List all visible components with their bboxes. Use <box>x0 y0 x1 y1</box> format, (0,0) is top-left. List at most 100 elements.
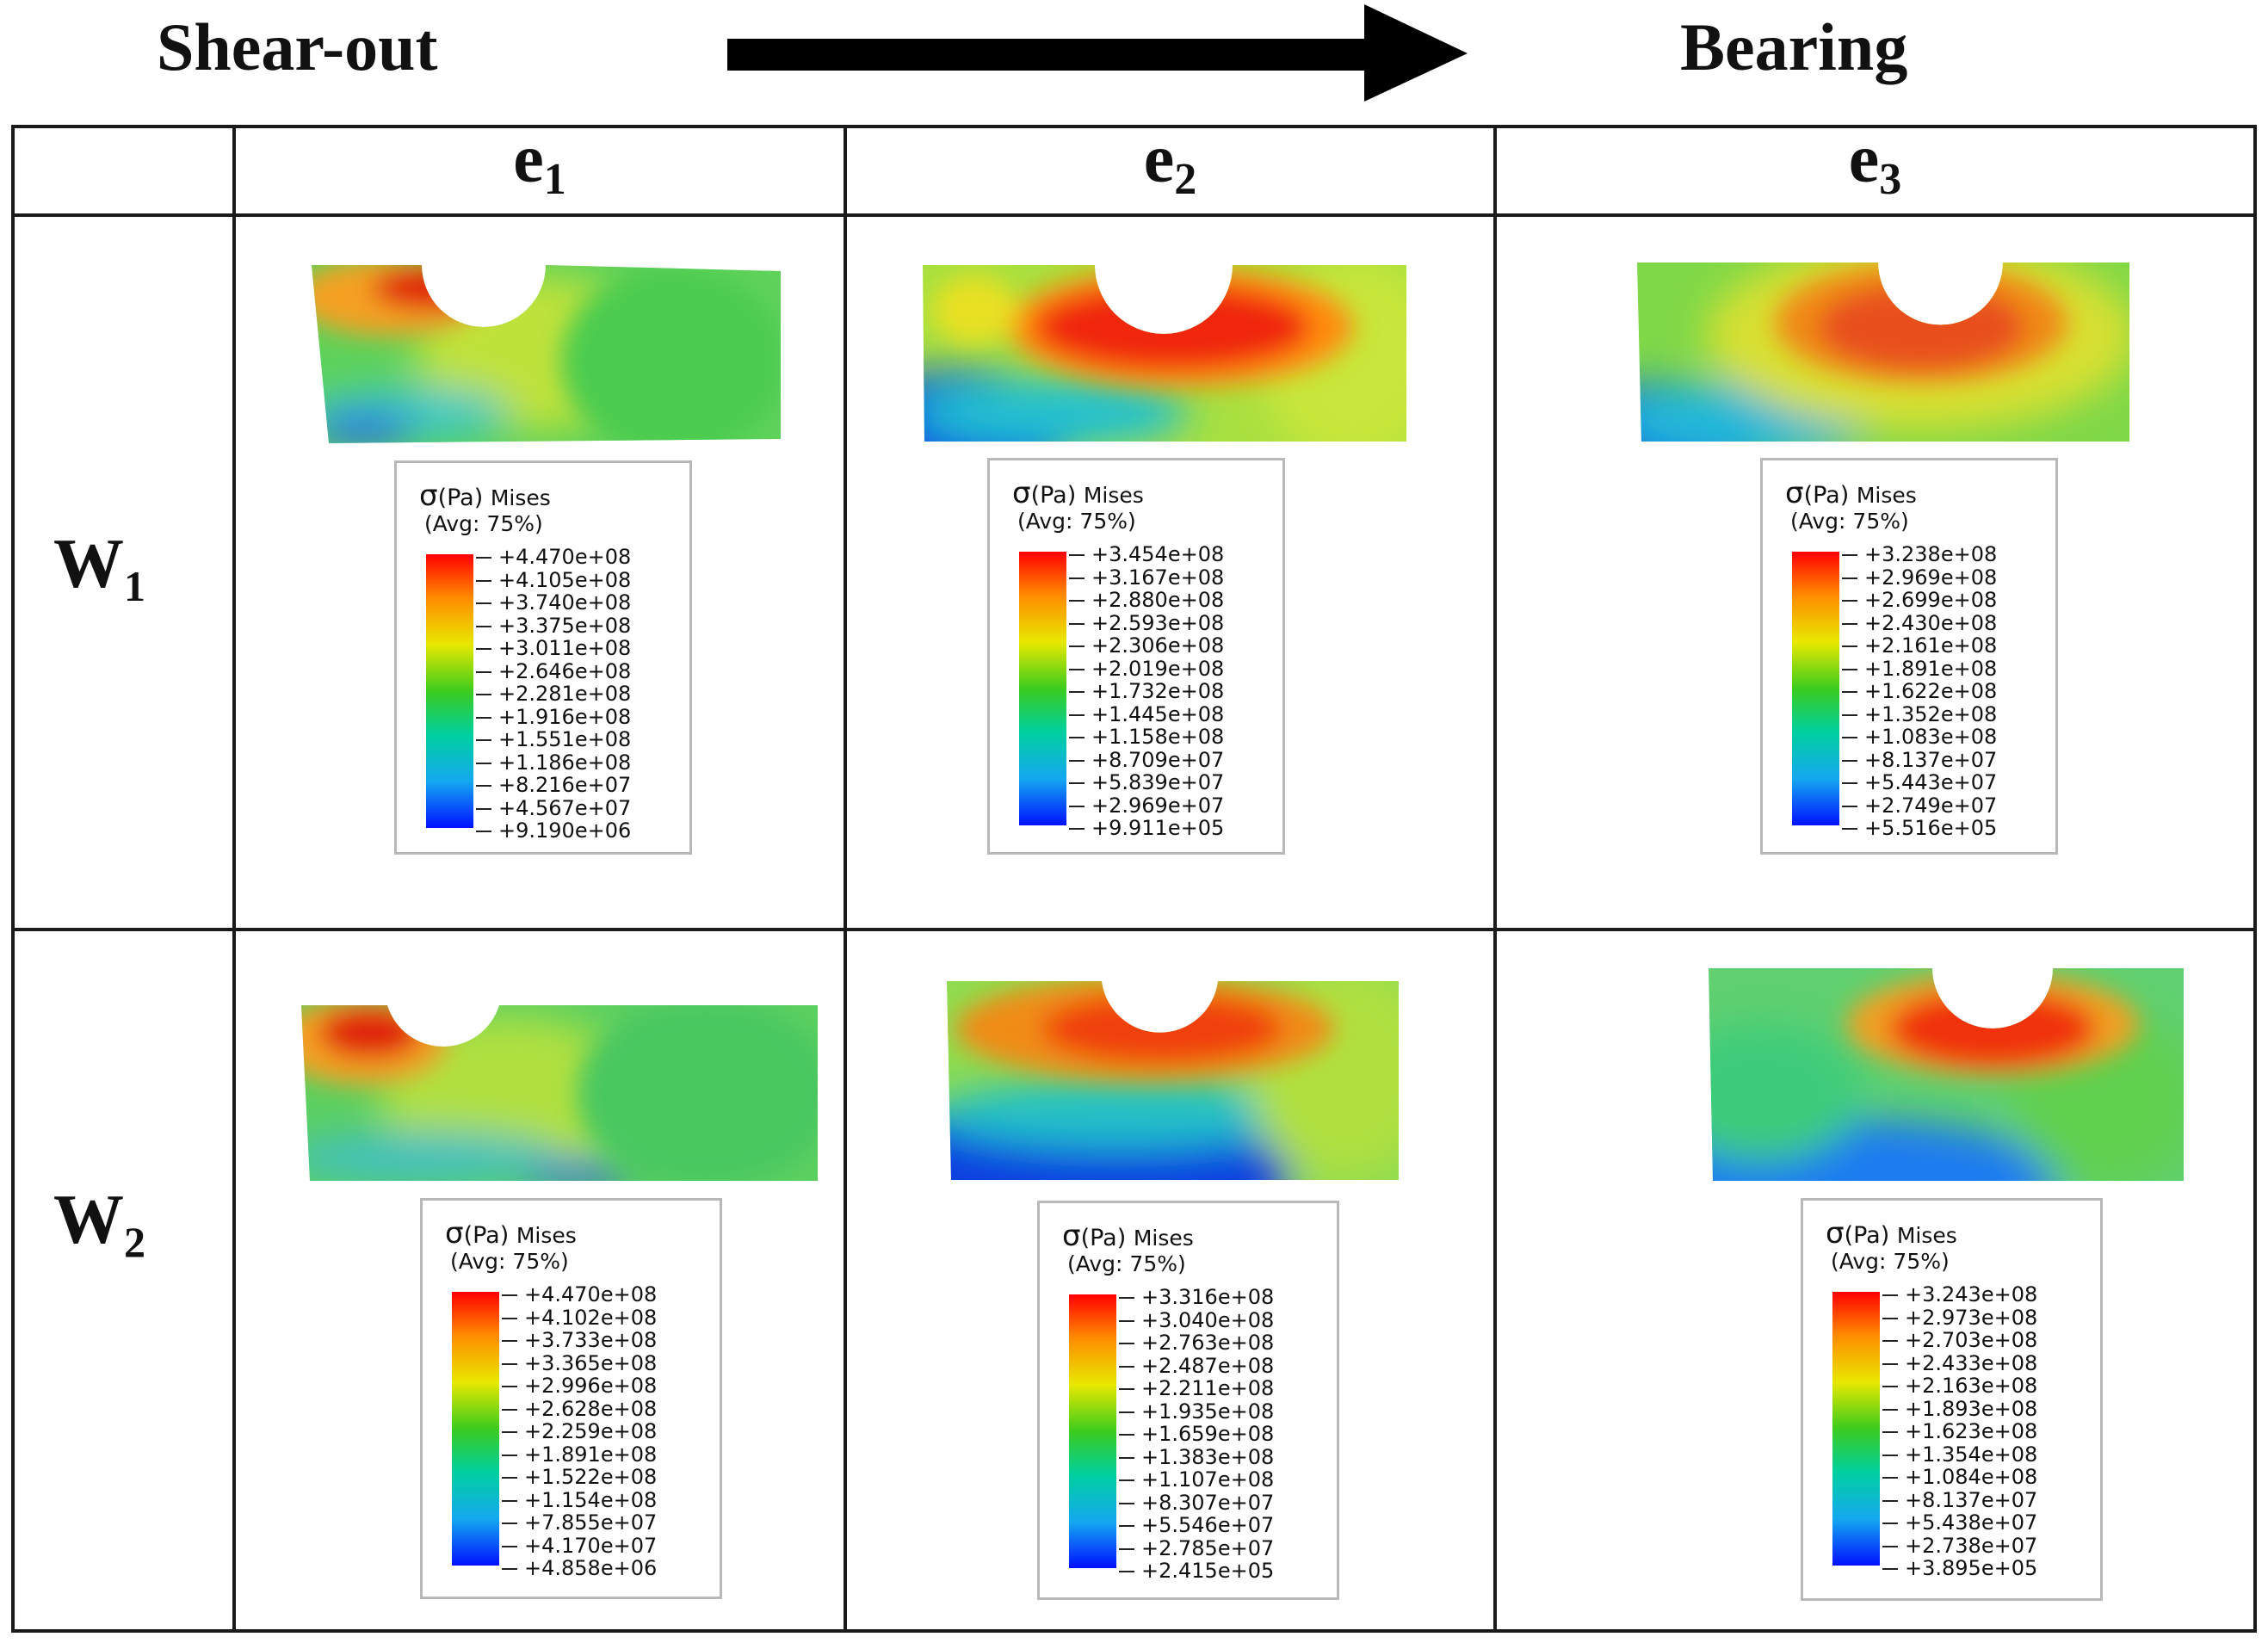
legend-value: +2.593e+08 <box>1069 611 1264 635</box>
legend-value: +3.375e+08 <box>476 614 671 638</box>
legend-value: +3.316e+08 <box>1119 1286 1313 1309</box>
legend-value: +1.623e+08 <box>1882 1420 2077 1443</box>
legend-title: σ(Pa) Mises <box>1826 1216 1957 1251</box>
legend-title: σ(Pa) Mises <box>445 1216 577 1251</box>
legend-value: +1.732e+08 <box>1069 680 1264 703</box>
legend-title: σ(Pa) Mises <box>1785 476 1917 510</box>
legend-value: +1.154e+08 <box>502 1488 696 1512</box>
column-header-e1: e1 <box>513 121 566 204</box>
legend-value: +2.699e+08 <box>1842 589 2036 612</box>
legend-title: σ(Pa) Mises <box>419 479 551 513</box>
legend-value: +1.916e+08 <box>476 705 671 729</box>
legend-w2-e3: σ(Pa) Mises (Avg: 75%) +3.243e+08 +2.973e… <box>1801 1198 2103 1601</box>
legend-value: +2.306e+08 <box>1069 634 1264 658</box>
legend-value: +7.855e+07 <box>502 1511 696 1535</box>
legend-value: +1.354e+08 <box>1882 1442 2077 1467</box>
legend-value: +2.763e+08 <box>1119 1331 1313 1355</box>
legend-values: +4.470e+08 +4.105e+08 +3.740e+08 +3.375e+08… <box>476 546 671 843</box>
legend-value: +1.383e+08 <box>1119 1445 1313 1469</box>
legend-value: +3.243e+08 <box>1882 1283 2077 1306</box>
legend-values: +3.238e+08 +2.969e+08 +2.699e+08 +2.430e+08… <box>1842 543 2036 840</box>
stress-contour-w1-e1 <box>312 265 781 443</box>
legend-value: +2.433e+08 <box>1882 1351 2077 1375</box>
row-header-w1: W1 <box>53 524 145 610</box>
legend-w1-e1: σ(Pa) Mises (Avg: 75%) +4.470e+08 +4.105e… <box>394 460 692 855</box>
legend-w2-e1: σ(Pa) Mises (Avg: 75%) +4.470e+08 +4.102e… <box>420 1198 722 1599</box>
legend-colorbar <box>1019 552 1066 825</box>
legend-value: +1.158e+08 <box>1069 726 1264 749</box>
legend-value: +8.709e+07 <box>1069 748 1264 772</box>
legend-value: +2.281e+08 <box>476 683 671 706</box>
legend-value: +4.470e+08 <box>502 1283 696 1306</box>
legend-value: +5.546e+07 <box>1119 1514 1313 1537</box>
legend-value: +8.216e+07 <box>476 774 671 797</box>
legend-value: +2.996e+08 <box>502 1374 696 1398</box>
legend-value: +1.186e+08 <box>476 750 671 775</box>
column-header-e3: e3 <box>1848 121 1902 204</box>
legend-value: +5.839e+07 <box>1069 771 1264 794</box>
legend-avg: (Avg: 75%) <box>424 511 543 536</box>
legend-w1-e3: σ(Pa) Mises (Avg: 75%) +3.238e+08 +2.969e… <box>1760 458 2058 855</box>
legend-value: +2.161e+08 <box>1842 634 2036 658</box>
legend-value: +1.445e+08 <box>1069 702 1264 726</box>
legend-value: +1.107e+08 <box>1119 1468 1313 1492</box>
legend-value: +1.084e+08 <box>1882 1466 2077 1489</box>
legend-value: +4.105e+08 <box>476 568 671 592</box>
legend-value: +1.893e+08 <box>1882 1397 2077 1421</box>
legend-value: +2.749e+07 <box>1842 794 2036 818</box>
legend-value: +8.307e+07 <box>1119 1491 1313 1515</box>
legend-value: +9.911e+05 <box>1069 817 1264 840</box>
legend-colorbar <box>1832 1292 1880 1566</box>
legend-avg: (Avg: 75%) <box>450 1249 569 1274</box>
legend-value: +1.551e+08 <box>476 728 671 751</box>
legend-value: +2.628e+08 <box>502 1397 696 1421</box>
row-header-w2: W2 <box>53 1180 145 1266</box>
legend-value: +2.738e+07 <box>1882 1534 2077 1558</box>
legend-value: +2.703e+08 <box>1882 1329 2077 1352</box>
legend-value: +3.238e+08 <box>1842 543 2036 566</box>
legend-value: +2.880e+08 <box>1069 589 1264 612</box>
failure-mode-arrow <box>727 4 1468 102</box>
legend-value: +1.352e+08 <box>1842 702 2036 726</box>
legend-values: +3.316e+08 +3.040e+08 +2.763e+08 +2.487e+08… <box>1119 1286 1313 1583</box>
legend-value: +3.011e+08 <box>476 637 671 660</box>
legend-value: +2.969e+08 <box>1842 565 2036 590</box>
stress-contour-w1-e2 <box>923 265 1406 442</box>
legend-value: +8.137e+07 <box>1882 1488 2077 1512</box>
legend-value: +8.137e+07 <box>1842 748 2036 772</box>
legend-value: +9.190e+06 <box>476 819 671 843</box>
legend-w2-e2: σ(Pa) Mises (Avg: 75%) +3.316e+08 +3.040e… <box>1037 1201 1339 1600</box>
legend-value: +2.969e+07 <box>1069 794 1264 818</box>
legend-values: +3.454e+08 +3.167e+08 +2.880e+08 +2.593e+08… <box>1069 543 1264 840</box>
legend-value: +3.167e+08 <box>1069 565 1264 590</box>
legend-value: +3.454e+08 <box>1069 543 1264 566</box>
legend-value: +2.211e+08 <box>1119 1377 1313 1400</box>
legend-value: +4.470e+08 <box>476 546 671 569</box>
legend-avg: (Avg: 75%) <box>1790 509 1909 534</box>
legend-value: +2.487e+08 <box>1119 1354 1313 1378</box>
legend-values: +4.470e+08 +4.102e+08 +3.733e+08 +3.365e+08… <box>502 1283 696 1580</box>
legend-value: +3.740e+08 <box>476 591 671 615</box>
legend-value: +4.858e+06 <box>502 1557 696 1580</box>
legend-value: +3.733e+08 <box>502 1329 696 1352</box>
column-header-e2: e2 <box>1143 121 1197 204</box>
legend-value: +2.019e+08 <box>1069 657 1264 681</box>
legend-value: +1.891e+08 <box>1842 657 2036 681</box>
legend-value: +2.415e+05 <box>1119 1560 1313 1583</box>
legend-value: +5.438e+07 <box>1882 1511 2077 1535</box>
legend-value: +1.935e+08 <box>1119 1399 1313 1424</box>
legend-colorbar <box>1069 1294 1116 1568</box>
legend-colorbar <box>1792 552 1839 825</box>
legend-value: +2.973e+08 <box>1882 1306 2077 1330</box>
legend-value: +2.646e+08 <box>476 659 671 683</box>
legend-value: +2.430e+08 <box>1842 611 2036 635</box>
legend-value: +1.891e+08 <box>502 1442 696 1467</box>
legend-w1-e2: σ(Pa) Mises (Avg: 75%) +3.454e+08 +3.167e… <box>987 458 1285 855</box>
legend-title: σ(Pa) Mises <box>1062 1219 1194 1253</box>
legend-value: +3.895e+05 <box>1882 1557 2077 1580</box>
shear-out-label: Shear-out <box>157 9 438 84</box>
legend-value: +3.365e+08 <box>502 1351 696 1375</box>
legend-value: +2.163e+08 <box>1882 1374 2077 1398</box>
legend-avg: (Avg: 75%) <box>1831 1249 1950 1274</box>
